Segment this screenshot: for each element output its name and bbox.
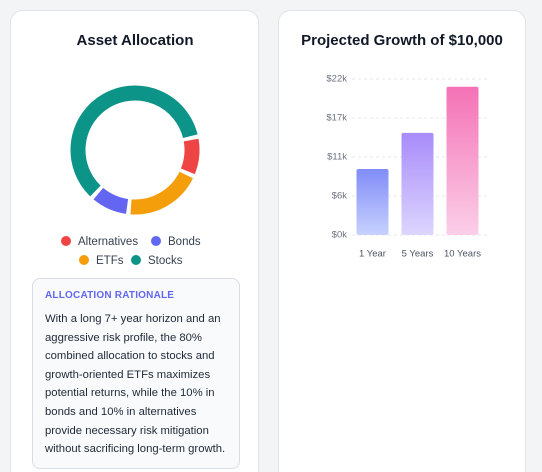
y-tick-label: $22k xyxy=(326,74,347,85)
y-tick-label: $11k xyxy=(327,152,347,163)
bar xyxy=(356,169,389,235)
donut-segment xyxy=(70,85,198,197)
donut-segment xyxy=(180,138,200,175)
legend-swatch xyxy=(131,255,141,265)
y-tick-label: $6k xyxy=(332,191,348,202)
legend-swatch xyxy=(151,236,161,246)
rationale-heading: ALLOCATION RATIONALE xyxy=(45,290,175,301)
y-tick-label: $17k xyxy=(326,113,347,124)
legend-label: Alternatives xyxy=(78,236,138,248)
x-tick-label: 5 Years xyxy=(402,249,434,260)
bar xyxy=(446,86,479,235)
donut-segment xyxy=(130,171,193,215)
y-tick-label: $0k xyxy=(332,230,348,241)
legend-swatch xyxy=(61,236,71,246)
legend-label: ETFs xyxy=(96,255,124,267)
legend-swatch xyxy=(79,255,89,265)
donut-segment xyxy=(93,187,129,214)
legend-label: Stocks xyxy=(148,255,183,267)
bar xyxy=(401,132,434,235)
x-tick-label: 1 Year xyxy=(359,249,386,260)
x-tick-label: 10 Years xyxy=(444,249,481,260)
legend-label: Bonds xyxy=(168,236,201,248)
card-title: Projected Growth of $10,000 xyxy=(301,32,503,49)
card-title: Asset Allocation xyxy=(77,32,194,49)
card xyxy=(278,10,526,472)
rationale-box: ALLOCATION RATIONALE With a long 7+ year… xyxy=(32,278,240,469)
rationale-text: With a long 7+ year horizon and an aggre… xyxy=(45,313,226,456)
